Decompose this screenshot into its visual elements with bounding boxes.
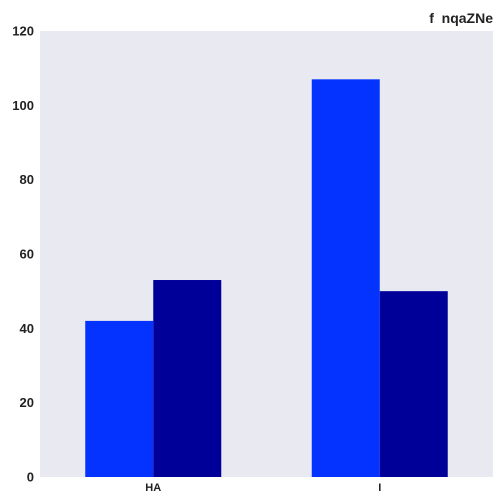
y-axis-ticks: 0 20 40 60 80 100 120 xyxy=(12,24,34,485)
chart-title: f nqaZNe xyxy=(429,10,493,26)
bar xyxy=(153,280,222,477)
x-axis-ticks: HA I xyxy=(145,482,381,494)
y-tick-label: 0 xyxy=(27,470,34,485)
y-tick-label: 120 xyxy=(12,24,34,39)
y-tick-label: 100 xyxy=(12,98,34,113)
x-tick-label: HA xyxy=(145,482,161,494)
bar xyxy=(311,79,380,478)
y-tick-label: 20 xyxy=(20,395,34,410)
y-tick-label: 40 xyxy=(20,321,34,336)
bar xyxy=(85,320,154,477)
y-tick-label: 60 xyxy=(20,247,34,262)
x-tick-label: I xyxy=(378,482,381,494)
bars xyxy=(85,79,448,478)
y-tick-label: 80 xyxy=(20,172,34,187)
bar xyxy=(379,291,448,477)
